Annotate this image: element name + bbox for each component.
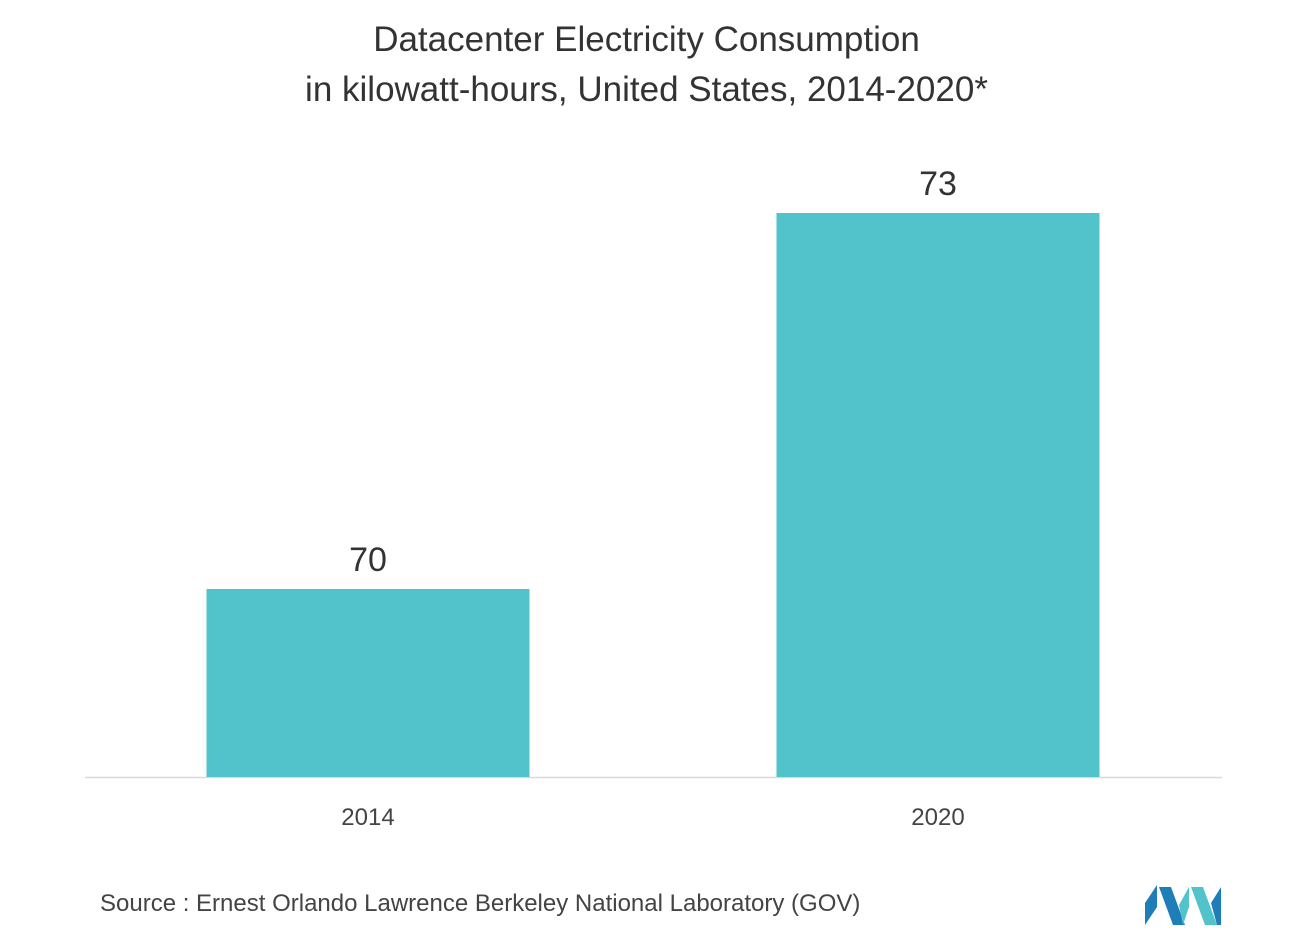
x-tick-label-2014: 2014 [341,804,394,831]
bar-chart: 70 2014 73 2020 [85,165,1222,831]
source-note: Source : Ernest Orlando Lawrence Berkele… [100,890,861,917]
data-label-2014: 70 [349,541,387,579]
bar-2020 [776,213,1100,777]
data-label-2020: 73 [919,165,957,203]
chart-subtitle: in kilowatt-hours, United States, 2014-2… [305,70,988,109]
chart-title: Datacenter Electricity Consumption [373,20,920,59]
mordor-intelligence-logo-icon [1145,885,1221,925]
bar-2014 [206,589,530,777]
x-tick-label-2020: 2020 [911,804,964,831]
